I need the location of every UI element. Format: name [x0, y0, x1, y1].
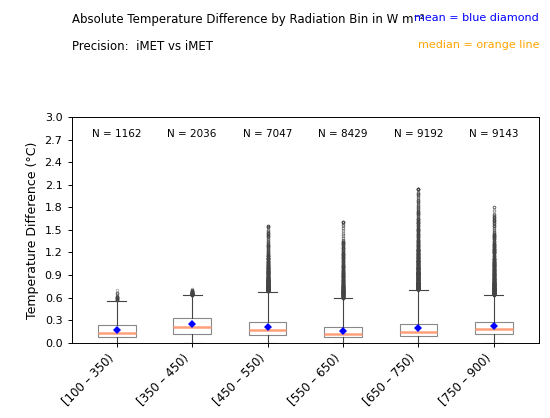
Text: Absolute Temperature Difference by Radiation Bin in W m⁻²: Absolute Temperature Difference by Radia… — [72, 13, 424, 25]
Text: N = 7047: N = 7047 — [243, 129, 292, 139]
PathPatch shape — [399, 324, 437, 336]
Text: median = orange line: median = orange line — [417, 40, 539, 50]
PathPatch shape — [475, 322, 513, 334]
Text: Precision:  iMET vs iMET: Precision: iMET vs iMET — [72, 40, 212, 53]
Text: N = 8429: N = 8429 — [318, 129, 368, 139]
Text: mean = blue diamond: mean = blue diamond — [414, 13, 539, 23]
PathPatch shape — [173, 318, 211, 334]
Text: N = 9192: N = 9192 — [394, 129, 443, 139]
Text: N = 1162: N = 1162 — [92, 129, 141, 139]
PathPatch shape — [98, 325, 136, 337]
PathPatch shape — [249, 322, 287, 335]
Text: N = 9143: N = 9143 — [469, 129, 519, 139]
Y-axis label: Temperature Difference (°C): Temperature Difference (°C) — [26, 141, 39, 319]
PathPatch shape — [324, 327, 362, 337]
Text: N = 2036: N = 2036 — [167, 129, 217, 139]
